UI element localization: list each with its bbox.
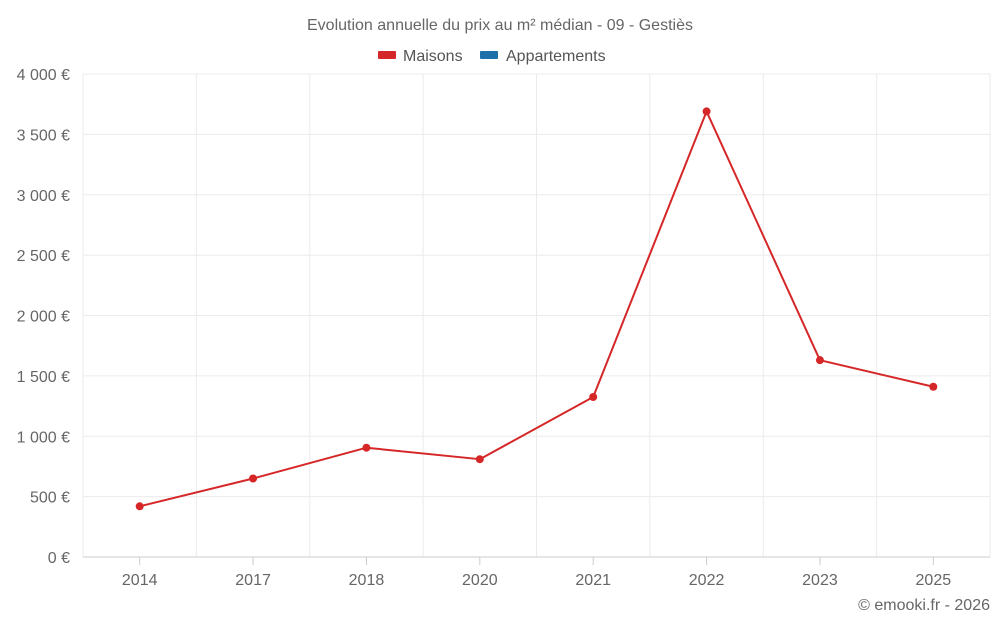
y-tick-label: 4 000 €: [17, 67, 70, 84]
legend-swatch-appartements: [480, 51, 498, 59]
data-point-maisons[interactable]: [702, 107, 711, 116]
data-point-maisons[interactable]: [815, 356, 824, 365]
y-tick-label: 0 €: [48, 550, 70, 567]
series-line-maisons: [139, 110, 934, 508]
data-point-maisons[interactable]: [475, 455, 484, 464]
y-tick-label: 3 500 €: [17, 127, 70, 144]
axis-layer: 0 € 500 € 1 000 € 1 500 € 2 000 € 2 500 € 3 00…: [17, 67, 990, 589]
data-point-maisons[interactable]: [362, 443, 371, 452]
y-tick-label: 1 500 €: [17, 369, 70, 386]
y-tick-label: 2 500 €: [17, 248, 70, 265]
data-point-maisons[interactable]: [249, 474, 258, 483]
data-point-maisons[interactable]: [589, 393, 598, 402]
x-tick-label: 2017: [235, 572, 271, 589]
series-layer: [135, 107, 938, 511]
x-tick-label: 2014: [122, 572, 158, 589]
x-tick-label: 2022: [689, 572, 725, 589]
legend-label-maisons: Maisons: [403, 48, 463, 65]
y-tick-label: 2 000 €: [17, 309, 70, 326]
y-tick-label: 3 000 €: [17, 188, 70, 205]
legend-item-appartements[interactable]: Appartements: [480, 48, 606, 65]
data-point-maisons[interactable]: [929, 382, 938, 391]
x-tick-label: 2025: [916, 572, 952, 589]
credit-text: © emooki.fr - 2026: [858, 597, 990, 614]
legend-swatch-maisons: [378, 51, 396, 59]
y-tick-label: 500 €: [30, 490, 70, 507]
legend-item-maisons[interactable]: Maisons: [378, 48, 463, 65]
x-tick-label: 2020: [462, 572, 498, 589]
legend-label-appartements: Appartements: [506, 48, 606, 65]
x-tick-label: 2018: [349, 572, 385, 589]
legend: Maisons Appartements: [378, 48, 606, 65]
data-point-maisons[interactable]: [135, 502, 144, 511]
grid-layer: [82, 73, 991, 557]
y-tick-label: 1 000 €: [17, 429, 70, 446]
x-tick-label: 2021: [575, 572, 611, 589]
chart-title: Evolution annuelle du prix au m² médian …: [307, 17, 693, 34]
x-tick-label: 2023: [802, 572, 838, 589]
